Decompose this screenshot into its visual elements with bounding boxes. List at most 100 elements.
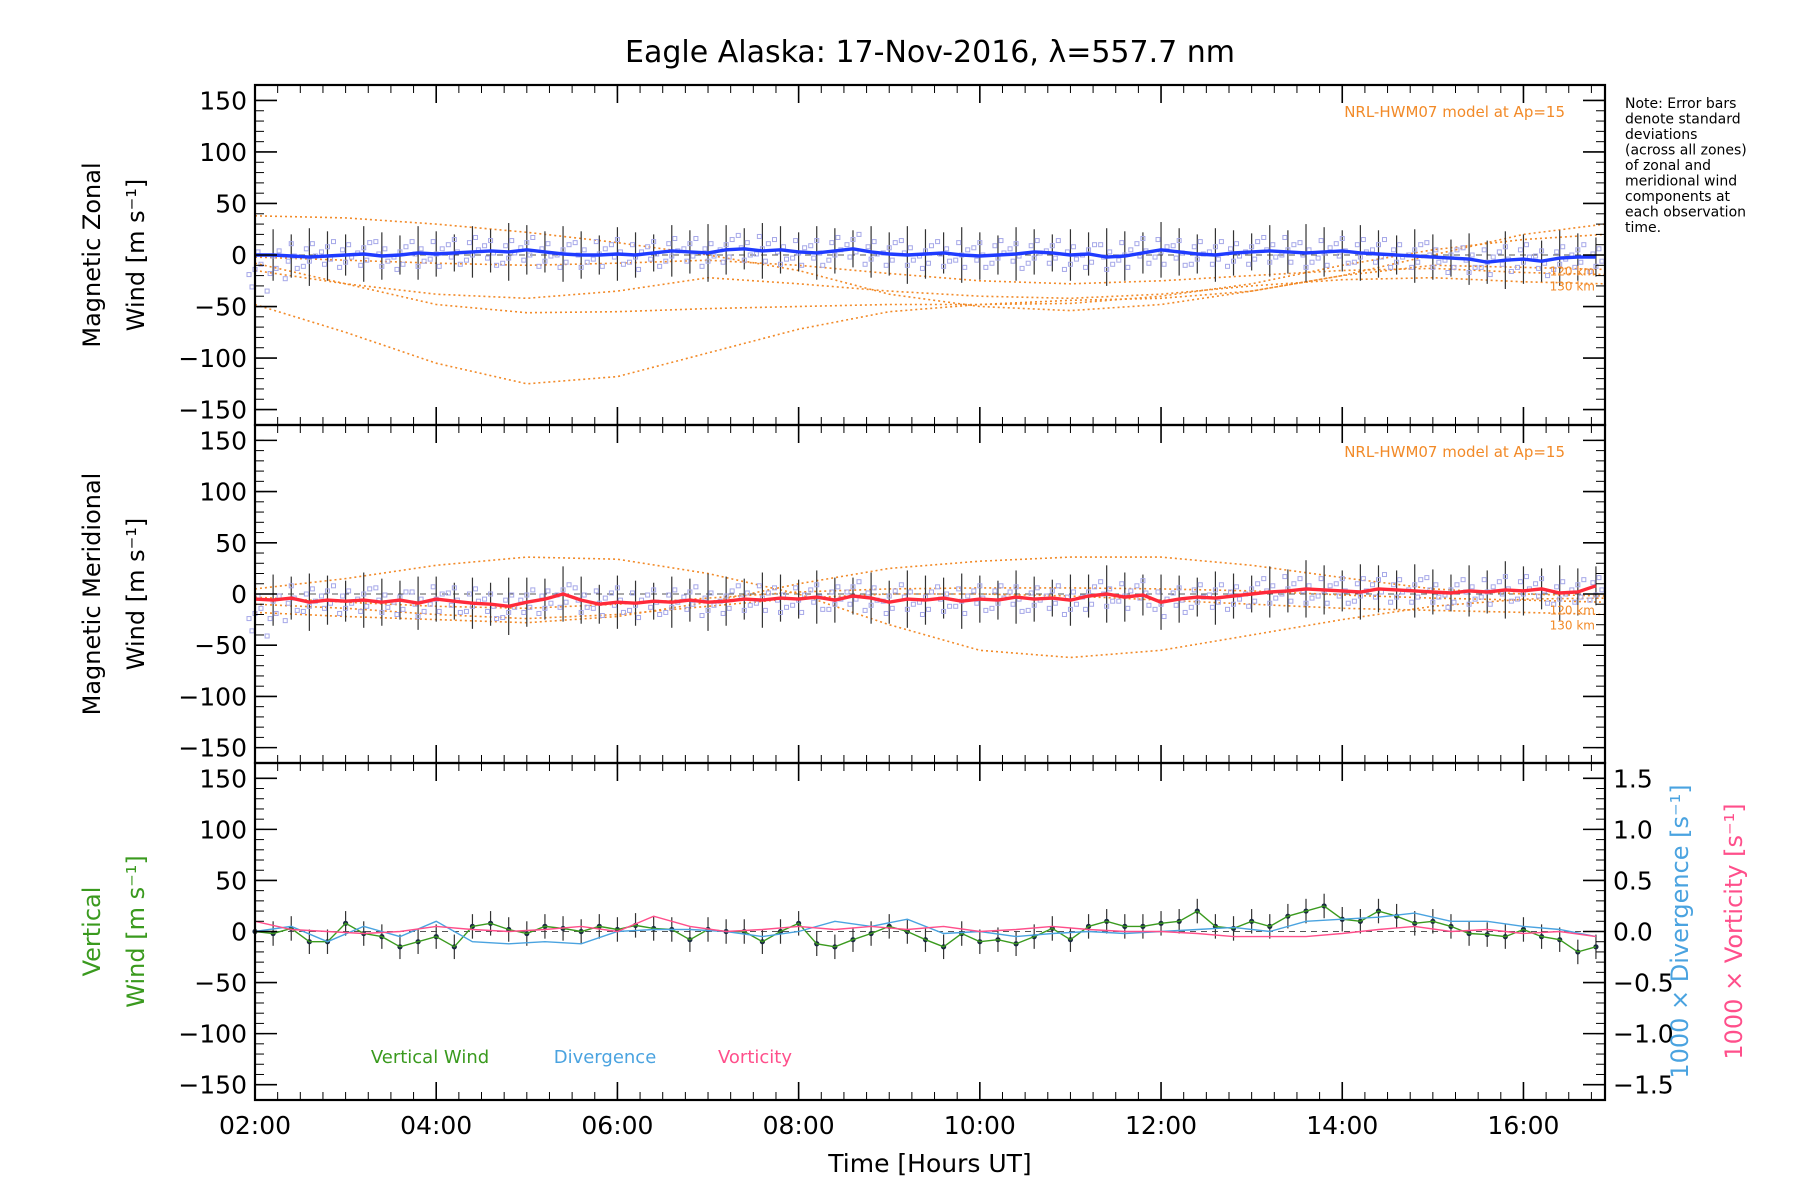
- y2-tick-label: −1.0: [1613, 1020, 1674, 1049]
- sample-marker: [1110, 598, 1116, 604]
- sample-marker: [482, 243, 488, 249]
- sample-marker: [1415, 259, 1421, 265]
- sample-marker: [666, 241, 672, 247]
- sample-marker: [1360, 576, 1366, 582]
- sample-marker: [1424, 240, 1430, 246]
- sample-marker: [690, 253, 696, 259]
- sample-marker: [669, 253, 675, 259]
- sample-marker: [627, 607, 633, 613]
- sample-marker: [1412, 247, 1418, 253]
- sample-marker: [1333, 581, 1339, 587]
- sample-marker: [811, 599, 817, 605]
- sample-marker: [563, 259, 569, 265]
- note-line: of zonal and: [1625, 158, 1711, 174]
- sample-marker: [608, 242, 614, 248]
- sample-marker: [1309, 595, 1315, 601]
- y-tick-label: 0: [231, 241, 247, 270]
- sample-marker: [306, 603, 312, 609]
- note-line: (across all zones): [1625, 143, 1747, 159]
- sample-marker: [1055, 583, 1061, 589]
- sample-marker: [1533, 581, 1539, 587]
- sample-marker: [1339, 236, 1345, 242]
- sample-marker: [741, 607, 747, 613]
- sample-marker: [1412, 582, 1418, 588]
- sample-marker: [772, 237, 778, 243]
- sample-marker: [636, 266, 642, 272]
- x-tick-label: 10:00: [944, 1111, 1016, 1140]
- sample-marker: [1049, 588, 1055, 594]
- sample-marker: [941, 608, 947, 614]
- sample-marker: [300, 608, 306, 614]
- sample-marker: [753, 251, 759, 257]
- model-altitude-label: 130 km: [1550, 618, 1595, 632]
- sample-marker: [485, 255, 491, 261]
- sample-marker: [448, 602, 454, 608]
- series-line-zonal: [255, 247, 1596, 264]
- sample-marker: [1381, 572, 1387, 578]
- sample-marker: [992, 588, 998, 594]
- sample-marker: [593, 239, 599, 245]
- sample-marker: [1472, 264, 1478, 270]
- sample-marker: [1197, 239, 1203, 245]
- sample-marker: [373, 239, 379, 245]
- sample-marker: [1164, 244, 1170, 250]
- sample-marker: [373, 585, 379, 591]
- sample-marker: [451, 237, 457, 243]
- sample-marker: [1234, 584, 1240, 590]
- sample-marker: [793, 238, 799, 244]
- sample-marker: [445, 590, 451, 596]
- sample-marker: [1092, 584, 1098, 590]
- sample-marker: [892, 588, 898, 594]
- sample-marker: [735, 583, 741, 589]
- sample-marker: [1388, 599, 1394, 605]
- sample-marker: [584, 259, 590, 265]
- sample-marker: [500, 615, 506, 621]
- sample-marker: [614, 585, 620, 591]
- sample-marker: [907, 589, 913, 595]
- sample-marker: [506, 609, 512, 615]
- sample-marker: [482, 596, 488, 602]
- sample-marker: [294, 265, 300, 271]
- sample-marker: [1502, 244, 1508, 250]
- sample-marker: [403, 244, 409, 250]
- sample-marker: [542, 258, 548, 264]
- sample-marker: [1246, 603, 1252, 609]
- y-axis-label-line2: Wind [m s⁻¹]: [122, 518, 150, 670]
- sample-marker: [343, 259, 349, 265]
- sample-marker: [276, 248, 282, 254]
- sample-marker: [711, 253, 717, 259]
- sample-marker: [998, 238, 1004, 244]
- sample-marker: [1025, 607, 1031, 613]
- sample-marker: [385, 258, 391, 264]
- y-tick-label: 0: [231, 918, 247, 947]
- sample-marker: [1161, 261, 1167, 267]
- sample-marker: [321, 261, 327, 267]
- sample-marker: [457, 609, 463, 615]
- sample-marker: [1397, 242, 1403, 248]
- sample-marker: [1188, 261, 1194, 267]
- sample-marker: [808, 587, 814, 593]
- sample-marker: [814, 238, 820, 244]
- sample-marker: [545, 588, 551, 594]
- sample-marker: [1089, 259, 1095, 265]
- sample-marker: [1031, 255, 1037, 261]
- sample-marker: [364, 603, 370, 609]
- sample-marker: [974, 257, 980, 263]
- sample-marker: [1282, 574, 1288, 580]
- sample-marker: [1013, 241, 1019, 247]
- sample-marker: [1315, 593, 1321, 599]
- sample-marker: [1433, 582, 1439, 588]
- sample-marker: [826, 606, 832, 612]
- legend-entry: Vertical Wind: [371, 1047, 489, 1068]
- sample-marker: [1557, 261, 1563, 267]
- sample-marker: [799, 609, 805, 615]
- sample-marker: [1372, 259, 1378, 265]
- sample-marker: [599, 613, 605, 619]
- y-tick-label: 100: [199, 138, 247, 167]
- sample-marker: [346, 242, 352, 248]
- sample-marker: [1083, 264, 1089, 270]
- sample-marker: [294, 607, 300, 613]
- sample-marker: [1007, 246, 1013, 252]
